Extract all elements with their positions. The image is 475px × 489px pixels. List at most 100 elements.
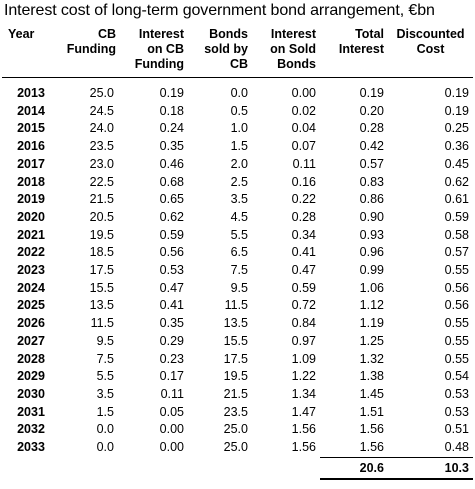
value-cell-interest-on-sold-bonds: 0.07 — [291, 139, 316, 154]
value-cell-interest-on-cb-funding: 0.56 — [159, 245, 184, 260]
year-cell: 2032 — [17, 422, 45, 437]
value-cell-total-interest: 1.32 — [359, 351, 384, 366]
value-cell-bonds-sold-by-cb: 2.0 — [230, 156, 248, 171]
value-cell-bonds-sold-by-cb: 21.5 — [223, 386, 248, 401]
value-cell-interest-on-cb-funding: 0.05 — [159, 404, 184, 419]
table-row: 2024 15.5 0.47 9.5 0.59 1.06 0.56 — [2, 280, 473, 298]
year-cell: 2031 — [17, 404, 45, 419]
value-cell-discounted-cost: 0.48 — [444, 440, 469, 455]
header-spacer — [2, 78, 473, 86]
value-cell-interest-on-cb-funding: 0.29 — [159, 333, 184, 348]
bond-cost-table: Year CB Funding Interest on CB Funding Bonds so… — [2, 27, 473, 480]
value-cell-interest-on-sold-bonds: 1.47 — [291, 404, 316, 419]
value-cell-interest-on-cb-funding: 0.46 — [159, 156, 184, 171]
value-cell-interest-on-sold-bonds: 0.59 — [291, 280, 316, 295]
header-line: Interest — [270, 27, 316, 41]
value-cell-interest-on-sold-bonds: 0.11 — [292, 156, 316, 171]
value-cell-bonds-sold-by-cb: 3.5 — [230, 192, 248, 207]
value-cell-interest-on-cb-funding: 0.53 — [159, 263, 184, 278]
table-row: 2016 23.5 0.35 1.5 0.07 0.42 0.36 — [2, 138, 473, 156]
table-row: 2017 23.0 0.46 2.0 0.11 0.57 0.45 — [2, 156, 473, 174]
column-header-interest-on-sold-bonds: Interest on Sold Bonds — [252, 27, 320, 78]
value-cell-interest-on-sold-bonds: 0.00 — [291, 86, 316, 100]
value-cell-interest-on-sold-bonds: 0.16 — [291, 174, 316, 189]
value-cell-cb-funding: 0.0 — [96, 422, 114, 437]
column-header-cb-funding: CB Funding — [60, 27, 120, 78]
value-cell-total-interest: 0.57 — [359, 156, 384, 171]
value-cell-cb-funding: 11.5 — [90, 316, 114, 331]
table-row: 2031 1.5 0.05 23.5 1.47 1.51 0.53 — [2, 404, 473, 422]
year-cell: 2020 — [17, 209, 45, 224]
value-cell-interest-on-cb-funding: 0.65 — [159, 192, 184, 207]
header-line: on Sold — [270, 42, 316, 56]
year-cell: 2026 — [17, 316, 45, 331]
value-cell-discounted-cost: 0.55 — [444, 316, 469, 331]
value-cell-cb-funding: 5.5 — [96, 369, 114, 384]
column-header-bonds-sold-by-cb: Bonds sold by CB — [188, 27, 252, 78]
table-row: 2027 9.5 0.29 15.5 0.97 1.25 0.55 — [2, 333, 473, 351]
table-row: 2023 17.5 0.53 7.5 0.47 0.99 0.55 — [2, 262, 473, 280]
value-cell-total-interest: 0.28 — [359, 121, 384, 136]
value-cell-cb-funding: 13.5 — [89, 298, 114, 313]
value-cell-cb-funding: 22.5 — [89, 174, 114, 189]
header-line: Total — [355, 27, 384, 41]
value-cell-total-interest: 0.99 — [359, 263, 384, 278]
value-cell-discounted-cost: 0.36 — [444, 139, 469, 154]
value-cell-cb-funding: 24.0 — [89, 121, 114, 136]
value-cell-total-interest: 1.12 — [359, 298, 384, 313]
year-cell: 2025 — [17, 298, 45, 313]
value-cell-discounted-cost: 0.19 — [444, 86, 469, 100]
value-cell-interest-on-sold-bonds: 1.09 — [291, 351, 316, 366]
value-cell-bonds-sold-by-cb: 4.5 — [230, 209, 248, 224]
value-cell-discounted-cost: 0.19 — [444, 103, 469, 118]
year-cell: 2017 — [17, 156, 45, 171]
value-cell-interest-on-sold-bonds: 0.72 — [291, 298, 316, 313]
value-cell-interest-on-cb-funding: 0.62 — [159, 209, 184, 224]
value-cell-interest-on-cb-funding: 0.59 — [159, 227, 184, 242]
year-cell: 2028 — [17, 351, 45, 366]
value-cell-interest-on-sold-bonds: 1.56 — [291, 422, 316, 437]
column-header-year: Year — [2, 27, 60, 78]
value-cell-interest-on-cb-funding: 0.35 — [159, 316, 184, 331]
value-cell-interest-on-cb-funding: 0.41 — [159, 298, 184, 313]
value-cell-total-interest: 1.51 — [359, 404, 384, 419]
value-cell-bonds-sold-by-cb: 11.5 — [224, 298, 248, 313]
value-cell-total-interest: 1.19 — [359, 316, 384, 331]
value-cell-cb-funding: 23.0 — [89, 156, 114, 171]
table-row: 2020 20.5 0.62 4.5 0.28 0.90 0.59 — [2, 209, 473, 227]
year-cell: 2022 — [17, 245, 45, 260]
year-cell: 2033 — [17, 440, 45, 455]
year-cell: 2030 — [17, 386, 45, 401]
year-cell: 2029 — [17, 369, 45, 384]
value-cell-total-interest: 1.45 — [359, 386, 384, 401]
value-cell-discounted-cost: 0.55 — [444, 333, 469, 348]
table-row: 2013 25.0 0.19 0.0 0.00 0.19 0.19 — [2, 85, 473, 103]
value-cell-interest-on-sold-bonds: 1.56 — [291, 440, 316, 455]
value-cell-cb-funding: 20.5 — [89, 209, 114, 224]
header-line: Bonds — [277, 57, 316, 71]
value-cell-total-interest: 1.06 — [359, 280, 384, 295]
year-cell: 2014 — [17, 103, 45, 118]
value-cell-interest-on-sold-bonds: 0.97 — [291, 333, 316, 348]
totals-row: 20.6 10.3 — [2, 456, 473, 480]
value-cell-discounted-cost: 0.59 — [444, 209, 469, 224]
value-cell-discounted-cost: 0.62 — [444, 174, 469, 189]
value-cell-interest-on-sold-bonds: 1.34 — [291, 386, 316, 401]
value-cell-bonds-sold-by-cb: 13.5 — [223, 316, 248, 331]
value-cell-bonds-sold-by-cb: 5.5 — [230, 227, 248, 242]
value-cell-cb-funding: 24.5 — [89, 103, 114, 118]
value-cell-interest-on-sold-bonds: 1.22 — [291, 369, 316, 384]
value-cell-cb-funding: 18.5 — [89, 245, 114, 260]
value-cell-total-interest: 1.56 — [359, 422, 384, 437]
value-cell-bonds-sold-by-cb: 25.0 — [223, 440, 248, 455]
value-cell-total-interest: 0.42 — [359, 139, 384, 154]
value-cell-cb-funding: 3.5 — [96, 386, 114, 401]
value-cell-bonds-sold-by-cb: 17.5 — [223, 351, 248, 366]
table-header: Year CB Funding Interest on CB Funding Bonds so… — [2, 27, 473, 78]
value-cell-interest-on-sold-bonds: 0.34 — [291, 227, 316, 242]
header-line: Interest — [338, 42, 384, 56]
table-row: 2022 18.5 0.56 6.5 0.41 0.96 0.57 — [2, 244, 473, 262]
value-cell-bonds-sold-by-cb: 1.0 — [230, 121, 248, 136]
value-cell-interest-on-cb-funding: 0.24 — [159, 121, 184, 136]
column-header-discounted-cost: Discounted Cost — [388, 27, 473, 78]
